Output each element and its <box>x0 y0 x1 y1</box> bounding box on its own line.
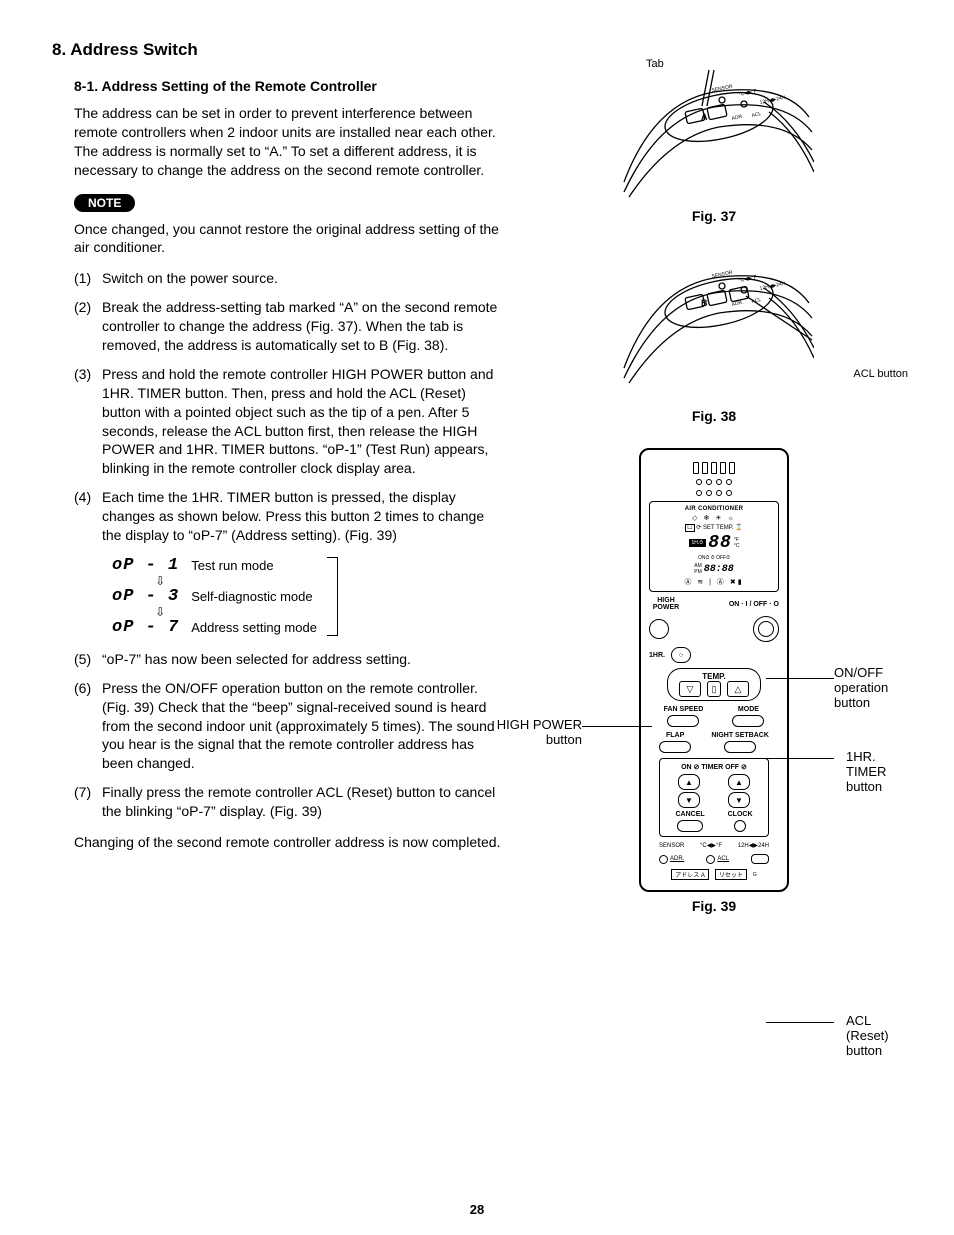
time-readout: 88:88 <box>704 564 734 575</box>
down-arrow-icon: ⇩ <box>155 575 165 587</box>
cancel-button[interactable] <box>677 820 703 832</box>
step-item: (4)Each time the 1HR. TIMER button is pr… <box>74 488 502 545</box>
acl-label: ACL button <box>853 368 908 380</box>
fig37-caption: Fig. 37 <box>526 208 902 224</box>
remote-screen: AIR CONDITIONER ◇ ❄ ☀ ☼ ☐ ⟳ SET TEMP. ⌛ … <box>649 501 779 592</box>
section-heading: 8. Address Switch <box>52 40 502 60</box>
step-item: (3)Press and hold the remote controller … <box>74 365 502 478</box>
night-setback-button[interactable] <box>724 741 756 753</box>
clock-button[interactable] <box>734 820 746 832</box>
figures-column: Tab <box>526 40 902 938</box>
timer-panel: ON ⊘ TIMER OFF ⊘ ▲ ▲ ▼ ▼ CANCEL CLOCK <box>659 758 769 837</box>
bracket-icon <box>327 557 338 636</box>
acl-reset-button[interactable] <box>751 854 769 864</box>
cf-button[interactable] <box>706 855 715 864</box>
callout-acl: ACL (Reset) button <box>846 1014 906 1059</box>
step-item: (5)“oP-7” has now been selected for addr… <box>74 650 502 669</box>
high-power-label: HIGH POWER <box>649 597 683 611</box>
temp-panel: TEMP. ▽ ▯ △ <box>667 668 761 701</box>
svg-text:ADR.: ADR. <box>731 114 744 122</box>
mode-label: Test run mode <box>191 559 317 572</box>
svg-text:ADR.: ADR. <box>731 300 744 308</box>
step-item: (7)Finally press the remote controller A… <box>74 783 502 821</box>
flap-button[interactable] <box>659 741 691 753</box>
temp-mid-button[interactable]: ▯ <box>707 681 721 697</box>
page-number: 28 <box>0 1202 954 1217</box>
mode-icons: ◇ ❄ ☀ ☼ <box>692 514 736 522</box>
steps-list-2: (5)“oP-7” has now been selected for addr… <box>74 650 502 821</box>
text-column: 8. Address Switch 8-1. Address Setting o… <box>52 40 502 938</box>
mode-sequence: oP - 1 ⇩ oP - 3 ⇩ oP - 7 Test run mode S… <box>112 557 502 636</box>
closing-paragraph: Changing of the second remote controller… <box>74 833 502 852</box>
fan-speed-button[interactable] <box>667 715 699 727</box>
temp-down-button[interactable]: ▽ <box>679 681 701 697</box>
dots-icon <box>696 490 732 496</box>
callout-high-power: HIGH POWER button <box>492 718 582 748</box>
callout-onoff: ON/OFF operation button <box>834 666 906 711</box>
dots-icon <box>696 479 732 485</box>
temp-up-button[interactable]: △ <box>727 681 749 697</box>
mode-label: Address setting mode <box>191 621 317 634</box>
mode-label: Self-diagnostic mode <box>191 590 317 603</box>
high-power-button[interactable] <box>649 619 669 639</box>
svg-text:ACL: ACL <box>751 111 762 119</box>
svg-text:ACL: ACL <box>751 297 762 305</box>
timer-off-up[interactable]: ▲ <box>728 774 750 790</box>
fig39-caption: Fig. 39 <box>526 898 902 914</box>
ir-emitter-icon <box>693 462 735 474</box>
mode-code: oP - 1 <box>112 557 179 574</box>
onoff-button[interactable] <box>753 616 779 642</box>
letter-b: B <box>701 298 708 308</box>
step-item: (2)Break the address-setting tab marked … <box>74 298 502 355</box>
fig37-diagram: A SENSOR ADR. ACL °C◀▶°F 12H◀▶24H <box>614 62 814 202</box>
timer-on-up[interactable]: ▲ <box>678 774 700 790</box>
address-box: アドレス A <box>671 869 709 880</box>
one-hr-label: 1HR. <box>649 652 665 659</box>
remote-controller: AIR CONDITIONER ◇ ❄ ☀ ☼ ☐ ⟳ SET TEMP. ⌛ … <box>639 448 789 892</box>
subsection-heading: 8-1. Address Setting of the Remote Contr… <box>74 78 502 94</box>
steps-list-1: (1)Switch on the power source. (2)Break … <box>74 269 502 545</box>
mode-code: oP - 7 <box>112 619 179 636</box>
letter-a: A <box>701 112 708 122</box>
reset-box: リセット <box>715 869 747 880</box>
timer-off-down[interactable]: ▼ <box>728 792 750 808</box>
callout-timer: 1HR. TIMER button <box>846 750 906 795</box>
timer-on-down[interactable]: ▼ <box>678 792 700 808</box>
fig38-diagram: B SENSOR ADR. ACL °C◀▶°F 12H◀▶24H <box>614 248 814 388</box>
fig39-container: HIGH POWER button ON/OFF operation butto… <box>526 448 902 914</box>
misc-icons: Ⓐ ≋ | Ⓐ ✖▮ <box>684 577 743 587</box>
step-item: (1)Switch on the power source. <box>74 269 502 288</box>
one-hr-button[interactable]: ○ <box>671 647 691 663</box>
down-arrow-icon: ⇩ <box>155 606 165 618</box>
sensor-button[interactable] <box>659 855 668 864</box>
fig38-caption: Fig. 38 <box>526 408 902 424</box>
onoff-label: ON · I / OFF · O <box>729 601 779 608</box>
mode-code: oP - 3 <box>112 588 179 605</box>
mode-button[interactable] <box>732 715 764 727</box>
note-badge: NOTE <box>74 194 135 212</box>
screen-title: AIR CONDITIONER <box>685 506 744 512</box>
step-item: (6)Press the ON/OFF operation button on … <box>74 679 502 773</box>
temp-readout: 88 <box>708 533 732 553</box>
intro-paragraph: The address can be set in order to preve… <box>74 104 502 180</box>
note-text: Once changed, you cannot restore the ori… <box>74 220 502 258</box>
